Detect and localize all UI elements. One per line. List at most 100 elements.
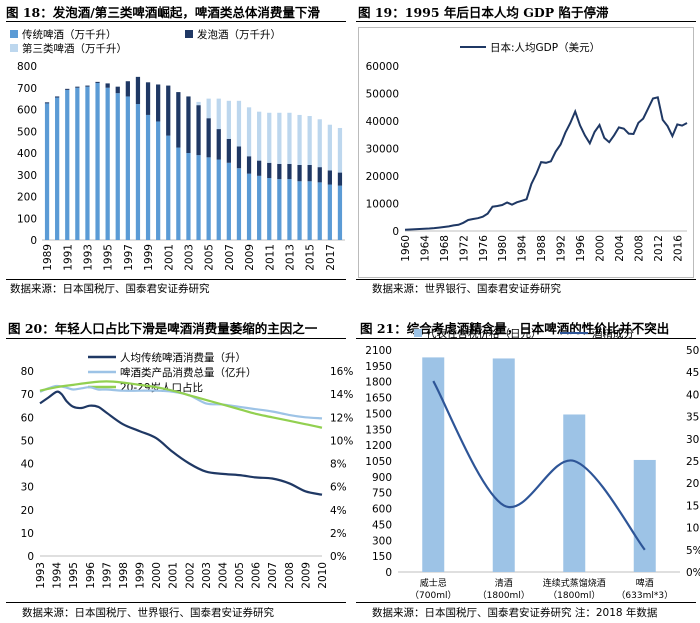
y-tick-label-right: 14% bbox=[330, 389, 353, 401]
y-tick-label-left: 900 bbox=[372, 472, 392, 484]
x-tick-label: 1995 bbox=[103, 244, 115, 271]
bar-1-2015 bbox=[307, 164, 312, 182]
bar-0-2001 bbox=[166, 135, 171, 240]
y-tick-label-left: 50 bbox=[21, 435, 34, 447]
bar-0-2010 bbox=[257, 175, 262, 240]
series-line-0 bbox=[39, 390, 323, 496]
bar-0-2002 bbox=[176, 147, 181, 240]
x-tick-label: 2012 bbox=[653, 235, 665, 262]
x-tick-label: 2002 bbox=[184, 562, 196, 589]
y-tick-label: 0 bbox=[30, 235, 37, 247]
bar-1-1999 bbox=[145, 82, 151, 115]
figure-18-source: 数据来源：日本国税厅、国泰君安证券研究 bbox=[10, 283, 210, 295]
bar-1-2000 bbox=[156, 84, 161, 122]
bar-2-2011 bbox=[267, 112, 272, 163]
bar-0-2012 bbox=[277, 179, 282, 240]
gdp-line bbox=[404, 96, 688, 231]
y-tick-label-left: 1200 bbox=[365, 440, 392, 452]
x-tick-label: 1999 bbox=[135, 562, 147, 589]
bar-2-2007 bbox=[226, 100, 231, 139]
y-tick-label-left: 20 bbox=[21, 505, 34, 517]
bar-1-2007 bbox=[226, 138, 231, 163]
y-tick-label-left: 1950 bbox=[365, 361, 392, 373]
legend-swatch-price bbox=[414, 329, 422, 337]
y-tick-label-right: 2% bbox=[330, 528, 347, 540]
figure-20-chart: 人均传统啤酒消费量（升）啤酒类产品消费总量（亿升）20-29岁人口占比01020… bbox=[21, 351, 354, 589]
bar-1-2009 bbox=[246, 156, 252, 174]
bar-2-2012 bbox=[277, 112, 282, 164]
bar-2-2008 bbox=[236, 100, 242, 147]
figure-19-chart: 日本:人均GDP（美元） 0 10000 20000 30000 40000 50000 60… bbox=[366, 41, 688, 262]
x-tick-label: 威士忌 bbox=[420, 577, 447, 589]
bar-1-1994 bbox=[95, 81, 100, 83]
y-tick-label-left: 30 bbox=[21, 482, 34, 494]
x-tick-label: 1988 bbox=[536, 235, 548, 262]
bar-1-1990 bbox=[55, 96, 60, 98]
x-tick-label: 1989 bbox=[42, 244, 54, 271]
bar-1-2014 bbox=[297, 164, 302, 182]
y-tick-label-left: 80 bbox=[21, 366, 34, 378]
y-tick-label-right: 16% bbox=[330, 366, 353, 378]
x-tick-label: 2004 bbox=[217, 562, 229, 589]
x-tick-label: 2009 bbox=[244, 244, 256, 271]
y-tick-label-left: 10 bbox=[21, 528, 34, 540]
bar-2-2005 bbox=[206, 98, 211, 119]
figure-21-title: 图 21：综合考虑酒精含量，日本啤酒的性价比并不突出 bbox=[360, 321, 670, 336]
x-tick-label: 1980 bbox=[497, 235, 509, 262]
y-tick-label: 0 bbox=[392, 226, 399, 238]
bar-1-1992 bbox=[75, 86, 80, 88]
figure-18-panel: 图 18：发泡酒/第三类啤酒崛起，啤酒类总体消费量下滑 传统啤酒（万千升） 发泡酒… bbox=[0, 0, 350, 300]
bar-1-2017 bbox=[327, 170, 332, 185]
y-tick-label-left: 1800 bbox=[365, 377, 392, 389]
x-tick-label: 2001 bbox=[168, 562, 180, 589]
y-tick-label-left: 450 bbox=[372, 519, 392, 531]
x-tick-label: 连续式蒸馏烧酒 bbox=[543, 577, 606, 589]
y-tick-label-right: 35% bbox=[686, 412, 700, 424]
bar-0-1997 bbox=[125, 96, 130, 240]
x-tick-label: 1997 bbox=[123, 244, 135, 271]
y-tick-label-left: 750 bbox=[372, 488, 392, 500]
figure-21-source: 数据来源：日本国税厅、国泰君安证券研究 注：2018 年数据 bbox=[372, 607, 658, 619]
x-tick-label: 2016 bbox=[672, 235, 684, 262]
x-tick-label-volume: （633ml*3） bbox=[616, 590, 673, 601]
bar-1-2008 bbox=[236, 146, 242, 169]
bar-2-2017 bbox=[327, 124, 332, 171]
figure-20-title: 图 20：年轻人口占比下滑是啤酒消费量萎缩的主因之一 bbox=[8, 321, 318, 336]
y-tick-label: 30000 bbox=[366, 144, 399, 156]
alcohol-line bbox=[432, 380, 646, 551]
bar-0-2013 bbox=[287, 179, 292, 240]
bar-1-1989 bbox=[44, 102, 50, 104]
x-tick-label: 1996 bbox=[85, 562, 97, 589]
x-tick-label: 1995 bbox=[68, 562, 80, 589]
bar-0-2009 bbox=[246, 173, 252, 240]
x-tick-label-volume: （1800ml） bbox=[548, 590, 600, 601]
x-tick-label: 2003 bbox=[183, 244, 195, 271]
bar-2-2015 bbox=[307, 116, 312, 165]
bar-2-2004 bbox=[196, 101, 201, 106]
bar-2-2010 bbox=[257, 111, 262, 161]
x-tick-label: 1997 bbox=[101, 562, 113, 589]
bar-0-2015 bbox=[307, 181, 312, 240]
figure-18-title: 图 18：发泡酒/第三类啤酒崛起，啤酒类总体消费量下滑 bbox=[6, 5, 320, 20]
y-tick-label-left: 600 bbox=[372, 504, 392, 516]
y-tick-label: 400 bbox=[17, 148, 37, 160]
bar-0-2007 bbox=[226, 162, 231, 240]
y-tick-label-left: 40 bbox=[21, 459, 34, 471]
x-tick-label: 1984 bbox=[517, 235, 529, 262]
bar-0-2011 bbox=[267, 178, 272, 240]
bar-0-1999 bbox=[145, 114, 151, 240]
y-tick-label-left: 1350 bbox=[365, 424, 392, 436]
x-tick-label: 1996 bbox=[575, 235, 587, 262]
bar-1-1995 bbox=[105, 83, 110, 88]
legend-swatch-0 bbox=[10, 30, 18, 38]
legend-label-1: 发泡酒（万千升） bbox=[197, 28, 281, 41]
price-bar-3 bbox=[633, 459, 656, 572]
x-tick-label: 2009 bbox=[300, 562, 312, 589]
y-tick-label: 600 bbox=[17, 105, 37, 117]
x-tick-label: 2011 bbox=[264, 244, 276, 271]
legend-label-gdp: 日本:人均GDP（美元） bbox=[490, 41, 600, 54]
bar-1-1996 bbox=[115, 86, 120, 94]
bar-1-2010 bbox=[257, 160, 262, 176]
y-tick-label: 500 bbox=[17, 126, 37, 138]
y-tick-label: 40000 bbox=[366, 116, 399, 128]
